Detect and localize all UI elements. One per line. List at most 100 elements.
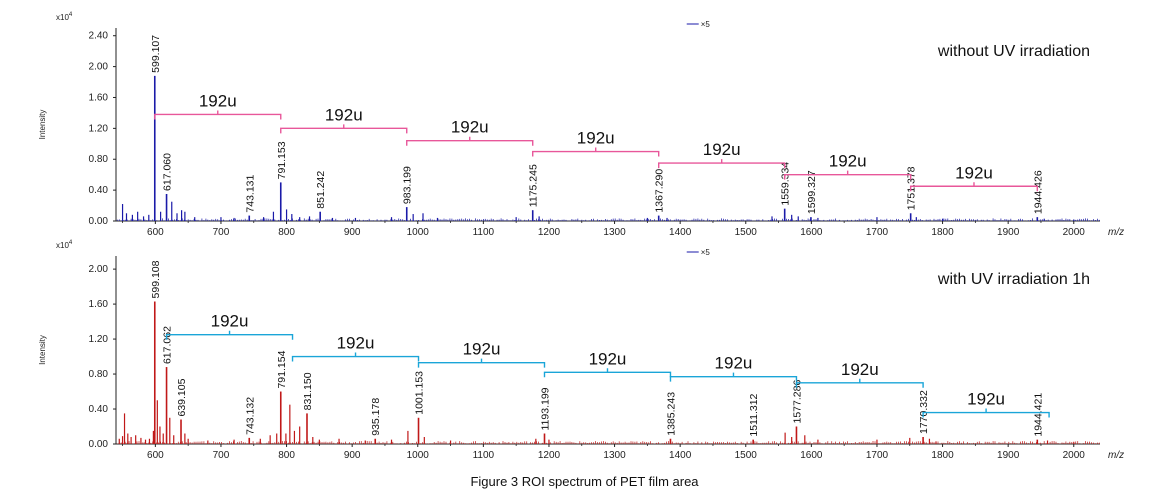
peak-label: 1751.378 xyxy=(906,166,918,210)
peak-label: 851.242 xyxy=(315,171,327,209)
x-tick-label: 1900 xyxy=(997,227,1020,238)
x-tick-label: 1700 xyxy=(866,450,889,461)
spectrum-baseline xyxy=(116,218,1100,221)
bracket-label: 192u xyxy=(967,390,1005,409)
bracket-label: 192u xyxy=(211,312,249,331)
y-tick-label: 0.80 xyxy=(89,369,109,380)
bracket-192u xyxy=(658,159,786,169)
x-tick-label: 1100 xyxy=(473,450,495,461)
y-tick-label: 0.40 xyxy=(89,404,109,415)
bracket-label: 192u xyxy=(325,105,363,124)
y-tick-label: 0.00 xyxy=(89,216,109,227)
x-tick-label: 800 xyxy=(278,450,295,461)
y-tick-label: 2.00 xyxy=(89,264,109,275)
peak-label: 791.153 xyxy=(276,141,288,179)
x-axis-label: m/z xyxy=(1108,450,1124,461)
bracket-label: 192u xyxy=(955,163,993,182)
peak-label: 1944.426 xyxy=(1032,170,1044,214)
peak-label: 791.154 xyxy=(276,350,288,388)
bracket-label: 192u xyxy=(577,129,615,148)
bracket-label: 192u xyxy=(829,152,867,171)
y-exponent: x104 xyxy=(56,240,73,250)
peak-label: 1599.327 xyxy=(806,170,818,214)
y-axis-label: Intensity xyxy=(38,335,47,365)
x-tick-label: 1600 xyxy=(800,450,823,461)
bracket-label: 192u xyxy=(451,118,489,137)
peak-label: 617.062 xyxy=(162,326,174,364)
spectrum-baseline xyxy=(116,441,1100,444)
spectrum-panel-2: 0.00 0.40 0.80 1.20 1.60 2.00 600 700 800 900 1000… xyxy=(38,240,1124,461)
x-tick-label: 1800 xyxy=(931,450,954,461)
y-axis-label: Intensity xyxy=(38,110,47,140)
peak-label: 983.199 xyxy=(402,166,414,204)
bracket-192u xyxy=(165,330,294,340)
bracket-label: 192u xyxy=(703,140,741,159)
x-tick-label: 1000 xyxy=(407,227,430,238)
zoom-marker-label: ×5 xyxy=(701,20,711,29)
peak-label: 1175.245 xyxy=(528,164,540,207)
y-tick-label: 1.20 xyxy=(89,334,109,345)
y-tick-label: 1.20 xyxy=(89,123,109,134)
bracket-192u xyxy=(417,358,546,368)
peak-label: 743.132 xyxy=(244,397,256,435)
y-tick-label: 0.40 xyxy=(89,185,109,196)
y-tick-label: 2.00 xyxy=(89,62,109,73)
bracket-192u xyxy=(783,170,912,180)
bracket-192u xyxy=(669,372,798,382)
x-tick-label: 2000 xyxy=(1063,227,1086,238)
y-tick-label: 1.60 xyxy=(89,92,109,103)
bracket-192u xyxy=(406,136,534,146)
bracket-label: 192u xyxy=(715,354,753,373)
x-tick-label: 700 xyxy=(213,227,230,238)
x-tick-label: 900 xyxy=(344,227,361,238)
peak-label: 599.108 xyxy=(150,260,162,298)
peak-label: 1001.153 xyxy=(414,371,426,415)
peak-label: 831.150 xyxy=(302,372,314,410)
y-tick-label: 1.60 xyxy=(89,299,109,310)
y-tick-label: 0.00 xyxy=(89,439,109,450)
x-tick-label: 900 xyxy=(344,450,361,461)
peak-label: 599.107 xyxy=(150,35,162,73)
x-tick-label: 1300 xyxy=(603,450,626,461)
bracket-192u xyxy=(280,124,408,134)
x-tick-label: 1300 xyxy=(603,227,626,238)
x-tick-label: 1400 xyxy=(669,450,692,461)
x-tick-label: 700 xyxy=(213,450,230,461)
y-tick-label: 0.80 xyxy=(89,154,109,165)
condition-annotation: without UV irradiation xyxy=(937,43,1090,60)
x-tick-label: 600 xyxy=(147,450,164,461)
bracket-192u xyxy=(909,182,1038,192)
x-tick-label: 1500 xyxy=(735,227,758,238)
bracket-label: 192u xyxy=(589,349,627,368)
spectrum-panel-1: 0.00 0.40 0.80 1.20 1.60 2.00 2.40 600 700 800 900… xyxy=(38,12,1124,238)
peak-label: 743.131 xyxy=(244,174,256,212)
peak-label: 639.105 xyxy=(176,378,188,416)
condition-annotation: with UV irradiation 1h xyxy=(937,271,1090,288)
peak-label: 1944.421 xyxy=(1032,393,1044,437)
bracket-192u xyxy=(154,110,282,120)
x-axis-label: m/z xyxy=(1108,227,1124,238)
y-exponent: x104 xyxy=(56,12,73,22)
peak-label: 617.060 xyxy=(162,153,174,191)
x-tick-label: 1500 xyxy=(735,450,758,461)
bracket-192u xyxy=(922,408,1050,418)
bracket-label: 192u xyxy=(463,340,501,359)
bracket-192u xyxy=(532,147,660,157)
peak-label: 1367.290 xyxy=(654,169,666,213)
bracket-192u xyxy=(543,368,672,378)
x-tick-label: 1600 xyxy=(800,227,823,238)
x-tick-label: 1700 xyxy=(866,227,889,238)
x-tick-label: 1000 xyxy=(407,450,430,461)
zoom-marker-label: ×5 xyxy=(701,248,711,257)
bracket-192u xyxy=(795,378,924,388)
x-tick-label: 1200 xyxy=(538,227,561,238)
x-tick-label: 1200 xyxy=(538,450,561,461)
x-tick-label: 2000 xyxy=(1063,450,1086,461)
x-tick-label: 1900 xyxy=(997,450,1020,461)
x-tick-label: 600 xyxy=(147,227,164,238)
peak-label: 1511.312 xyxy=(748,393,760,436)
peak-label: 1385.243 xyxy=(665,392,677,436)
bracket-192u xyxy=(291,352,420,362)
x-tick-label: 800 xyxy=(278,227,295,238)
y-tick-label: 2.40 xyxy=(89,31,109,42)
